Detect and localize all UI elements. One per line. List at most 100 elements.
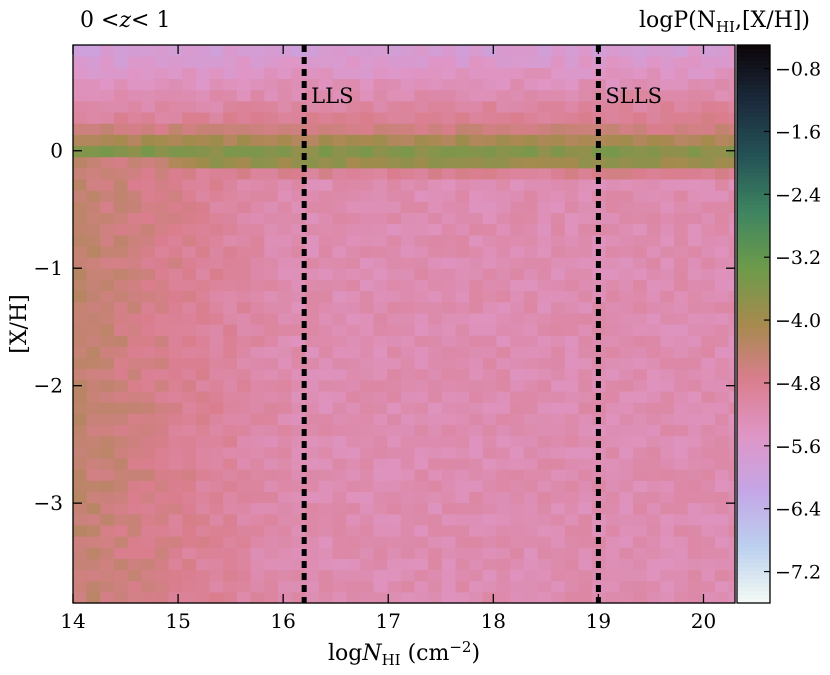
heatmap-cell [113, 547, 129, 559]
heatmap-cell [400, 424, 416, 437]
heatmap-cell [687, 178, 702, 191]
heatmap-cell [633, 469, 648, 481]
heatmap-cell [469, 491, 484, 504]
colorbar-segment [737, 483, 770, 489]
heatmap-cell [715, 167, 730, 180]
heatmap-cell [141, 480, 156, 492]
heatmap-cell [346, 145, 361, 158]
heatmap-cell [537, 134, 552, 147]
heatmap-cell [578, 480, 593, 492]
heatmap-cell [100, 424, 115, 437]
heatmap-cell [715, 558, 730, 571]
heatmap-cell [455, 580, 470, 593]
heatmap-cell [605, 524, 621, 537]
heatmap-cell [551, 457, 566, 470]
heatmap-cell [619, 111, 634, 124]
heatmap-cell [195, 212, 211, 225]
heatmap-cell [250, 111, 265, 124]
heatmap-cell [373, 257, 388, 269]
heatmap-cell [318, 301, 334, 314]
heatmap-cell [127, 56, 142, 68]
heatmap-cell [687, 312, 702, 325]
colorbar-segment [737, 252, 770, 257]
heatmap-cell [400, 569, 416, 582]
colorbar-segment [737, 212, 770, 217]
heatmap-cell [86, 368, 101, 381]
heatmap-cell [318, 56, 334, 68]
heatmap-cell [113, 569, 129, 582]
heatmap-cell [141, 390, 156, 403]
heatmap-cell [660, 156, 675, 169]
heatmap-cell [537, 536, 552, 548]
heatmap-cell [428, 402, 443, 414]
heatmap-cell [359, 580, 375, 593]
heatmap-cell [168, 379, 183, 392]
heatmap-cell [646, 145, 661, 158]
heatmap-cell [633, 223, 648, 236]
heatmap-cell [633, 591, 648, 604]
heatmap-cell [441, 368, 457, 381]
heatmap-cell [250, 245, 265, 258]
heatmap-cell [564, 569, 580, 582]
heatmap-cell [592, 324, 607, 336]
heatmap-cell [346, 558, 361, 571]
colorbar-segment [737, 124, 770, 130]
heatmap-cell [523, 290, 539, 303]
heatmap-cell [564, 547, 580, 559]
heatmap-cell [387, 257, 402, 269]
heatmap-cell [715, 536, 730, 548]
heatmap-cell [537, 379, 552, 392]
heatmap-cell [141, 167, 156, 180]
heatmap-cell [318, 335, 334, 347]
heatmap-cell [127, 257, 142, 269]
heatmap-cell [510, 245, 525, 258]
heatmap-cell [674, 446, 689, 459]
heatmap-cell [400, 45, 416, 57]
colorbar-segment [737, 351, 770, 357]
heatmap-cell [414, 469, 429, 481]
heatmap-cell [373, 190, 388, 202]
heatmap-cell [182, 457, 197, 470]
heatmap-cell [250, 524, 265, 537]
heatmap-cell [305, 524, 320, 537]
heatmap-cell [564, 580, 580, 593]
heatmap-cell [387, 190, 402, 202]
heatmap-cell [674, 123, 689, 135]
heatmap-cell [646, 547, 661, 559]
heatmap-cell [428, 223, 443, 236]
heatmap-cell [605, 569, 621, 582]
heatmap-cell [496, 558, 511, 571]
heatmap-cell [551, 190, 566, 202]
heatmap-cell [715, 56, 730, 68]
heatmap-cell [141, 446, 156, 459]
heatmap-cell [291, 379, 306, 392]
heatmap-cell [592, 346, 607, 359]
heatmap-cell [113, 45, 129, 57]
heatmap-cell [168, 56, 183, 68]
heatmap-cell [414, 513, 429, 526]
colorbar-segment [737, 296, 770, 301]
heatmap-cell [715, 67, 730, 80]
heatmap-cell [223, 145, 238, 158]
heatmap-cell [73, 290, 88, 303]
heatmap-cell [250, 123, 265, 135]
heatmap-cell [660, 67, 675, 80]
heatmap-cell [318, 111, 334, 124]
heatmap-cell [414, 100, 429, 113]
heatmap-cell [209, 301, 224, 314]
heatmap-cell [674, 335, 689, 347]
heatmap-cell [605, 223, 621, 236]
heatmap-cell [73, 212, 88, 225]
heatmap-cell [619, 346, 634, 359]
heatmap-cell [482, 580, 498, 593]
heatmap-cell [660, 469, 675, 481]
heatmap-cell [168, 480, 183, 492]
heatmap-cell [346, 491, 361, 504]
heatmap-cell [332, 402, 347, 414]
heatmap-cell [359, 312, 375, 325]
heatmap-cell [400, 413, 416, 426]
heatmap-cell [236, 312, 252, 325]
heatmap-cell [469, 190, 484, 202]
heatmap-cell [646, 190, 661, 202]
heatmap-cell [715, 524, 730, 537]
